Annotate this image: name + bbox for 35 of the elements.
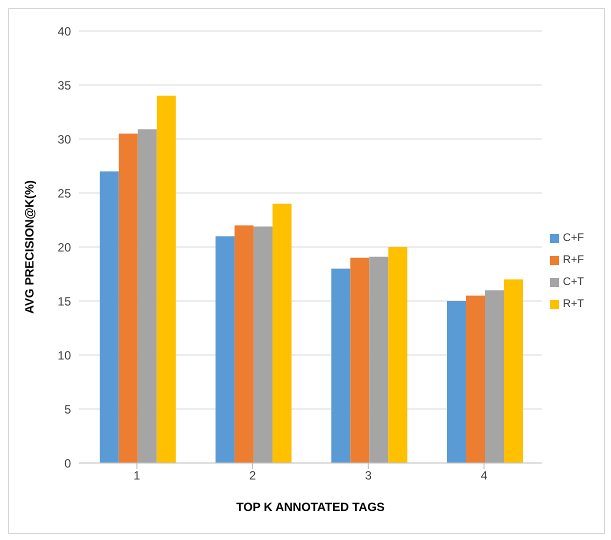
legend-label: R+T <box>562 298 584 310</box>
x-axis-title: TOP K ANNOTATED TAGS <box>236 500 385 514</box>
bar <box>156 96 176 463</box>
y-tick-label: 30 <box>58 132 72 146</box>
x-tick-label: 2 <box>249 468 256 483</box>
bar <box>504 279 524 463</box>
bar <box>331 268 350 463</box>
bar <box>234 225 254 463</box>
y-tick-label: 5 <box>64 402 72 416</box>
bar <box>447 301 466 463</box>
bar <box>118 134 138 463</box>
y-tick-label: 15 <box>58 294 72 308</box>
bar <box>100 171 119 463</box>
y-axis-title: AVG PRECISION@K(%) <box>22 180 36 314</box>
y-tick-label: 20 <box>58 240 72 254</box>
legend-label: C+T <box>562 276 584 288</box>
bar <box>485 290 504 463</box>
bar <box>388 247 408 463</box>
y-tick-label: 0 <box>64 456 72 470</box>
x-tick-label: 3 <box>364 468 372 483</box>
y-tick-label: 10 <box>58 348 72 362</box>
legend-label: R+F <box>562 254 584 266</box>
legend-label: C+F <box>562 232 584 244</box>
y-tick-label: 35 <box>58 78 72 92</box>
y-tick-label: 40 <box>58 24 72 38</box>
bar <box>138 129 157 463</box>
bar <box>466 296 486 463</box>
x-tick-label: 4 <box>480 468 488 483</box>
y-tick-label: 25 <box>58 186 72 200</box>
bar <box>369 256 388 463</box>
bar <box>350 258 370 463</box>
bar <box>216 236 235 463</box>
bar <box>272 204 292 463</box>
bar <box>254 226 273 463</box>
x-tick-label: 1 <box>134 468 141 483</box>
